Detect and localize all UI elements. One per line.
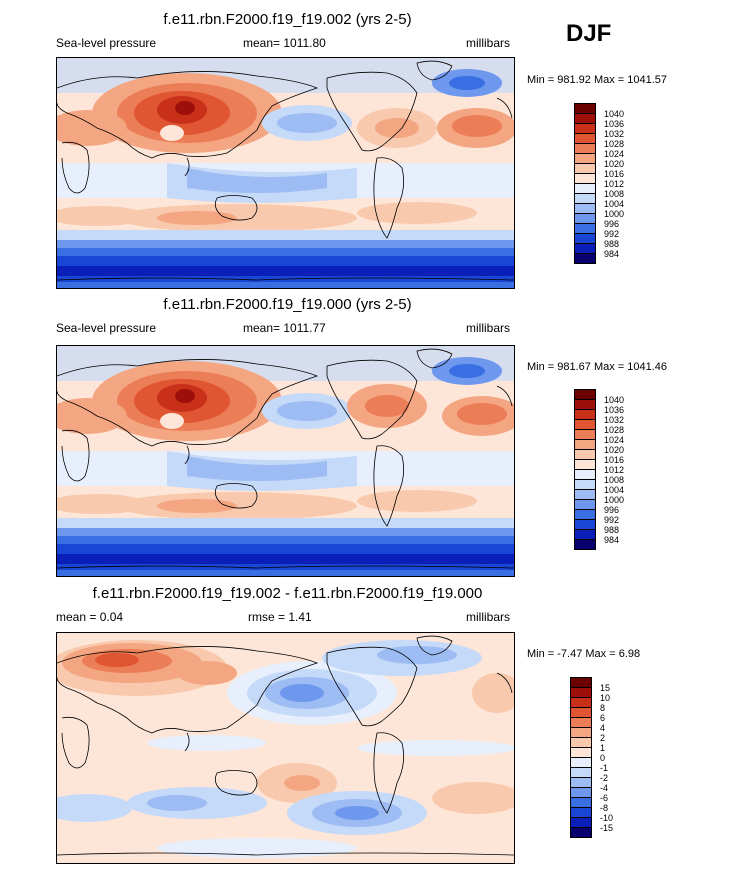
panel-2-variable-label: Sea-level pressure: [56, 321, 157, 335]
panel-2-colorbar-label: 1028: [604, 425, 625, 435]
panel-2-colorbar-label: 1004: [604, 485, 625, 495]
panel-2-colorbar-label: 1016: [604, 455, 625, 465]
panel-3-colorbar-label: -2: [600, 773, 609, 783]
panel-1-colorbar-label: 1008: [604, 189, 625, 199]
panel-2-colorbar-label: 1024: [604, 435, 625, 445]
panel-3-minmax: Min = -7.47 Max = 6.98: [527, 648, 641, 660]
panel-3-map: [56, 632, 515, 864]
panel-2-map: [56, 345, 515, 577]
panel-2-colorbar-label: 988: [604, 525, 620, 535]
panel-3-colorbar-label: 4: [600, 723, 606, 733]
panel-2-colorbar-label: 1020: [604, 445, 625, 455]
panel-3-map-svg: [57, 633, 514, 863]
panel-3-colorbar-label: 10: [600, 693, 611, 703]
panel-1-minmax: Min = 981.92 Max = 1041.57: [527, 74, 668, 86]
panel-3-title: f.e11.rbn.F2000.f19_f19.002 - f.e11.rbn.…: [92, 585, 483, 602]
panel-1-colorbar-label: 988: [604, 239, 620, 249]
panel-3-rmse-label: rmse = 1.41: [248, 610, 312, 624]
panel-3-mean-label: mean = 0.04: [56, 610, 124, 624]
panel-3-colorbar-label: 15: [600, 683, 611, 693]
panel-2-colorbar-label: 984: [604, 535, 620, 545]
panel-2-colorbar-label: 992: [604, 515, 620, 525]
panel-1-mean-label: mean= 1011.80: [243, 36, 326, 50]
panel-2-colorbar-label: 1040: [604, 395, 625, 405]
panel-2-colorbar-label: 1008: [604, 475, 625, 485]
panel-1-colorbar-label: 984: [604, 249, 620, 259]
season-label: DJF: [566, 20, 612, 47]
panel-3-colorbar-label: 8: [600, 703, 606, 713]
panel-3-colorbar-label: 6: [600, 713, 606, 723]
panel-2-colorbar-label: 1032: [604, 415, 625, 425]
panel-3-units-label: millibars: [466, 610, 511, 624]
panel-1-colorbar-label: 992: [604, 229, 620, 239]
panel-3-colorbar-label: -6: [600, 793, 609, 803]
panel-1-map-svg: [57, 58, 514, 288]
panel-1-colorbar-label: 1036: [604, 119, 625, 129]
panel-3-colorbar-label: 1: [600, 743, 606, 753]
panel-2-mean-label: mean= 1011.77: [243, 321, 326, 335]
panel-2-colorbar-label: 1000: [604, 495, 625, 505]
panel-2-colorbar-label: 996: [604, 505, 620, 515]
panel-1-colorbar-label: 1020: [604, 159, 625, 169]
panel-3-colorbar-label: -15: [600, 823, 614, 833]
panel-3-colorbar-label: -10: [600, 813, 614, 823]
panel-3-colorbar-label: 0: [600, 753, 606, 763]
panel-1-colorbar-label: 1012: [604, 179, 625, 189]
panel-1-units-label: millibars: [466, 36, 511, 50]
panel-2-units-label: millibars: [466, 321, 511, 335]
panel-1-colorbar-label: 1004: [604, 199, 625, 209]
panel-1-colorbar-label: 1016: [604, 169, 625, 179]
panel-3-colorbar-swatch: [570, 827, 592, 838]
panel-1-colorbar-label: 1040: [604, 109, 625, 119]
panel-1-colorbar-label: 1028: [604, 139, 625, 149]
panel-1-colorbar-label: 996: [604, 219, 620, 229]
panel-3-colorbar-label: -1: [600, 763, 609, 773]
panel-1-colorbar-label: 1000: [604, 209, 625, 219]
panel-1-colorbar-swatch: [574, 253, 596, 264]
panel-2-colorbar-swatch: [574, 539, 596, 550]
panel-1-colorbar-label: 1032: [604, 129, 625, 139]
panel-1-map: [56, 57, 515, 289]
panel-2-title: f.e11.rbn.F2000.f19_f19.000 (yrs 2-5): [163, 296, 412, 313]
panel-2-colorbar-label: 1012: [604, 465, 625, 475]
panel-2-minmax: Min = 981.67 Max = 1041.46: [527, 361, 668, 373]
panel-3-colorbar-label: -8: [600, 803, 609, 813]
panel-3-colorbar-label: -4: [600, 783, 609, 793]
panel-2-colorbar-label: 1036: [604, 405, 625, 415]
panel-2-map-svg: [57, 346, 514, 576]
panel-3-colorbar-label: 2: [600, 733, 606, 743]
panel-1-colorbar-label: 1024: [604, 149, 625, 159]
panel-1-variable-label: Sea-level pressure: [56, 36, 157, 50]
panel-1-title: f.e11.rbn.F2000.f19_f19.002 (yrs 2-5): [163, 11, 412, 28]
